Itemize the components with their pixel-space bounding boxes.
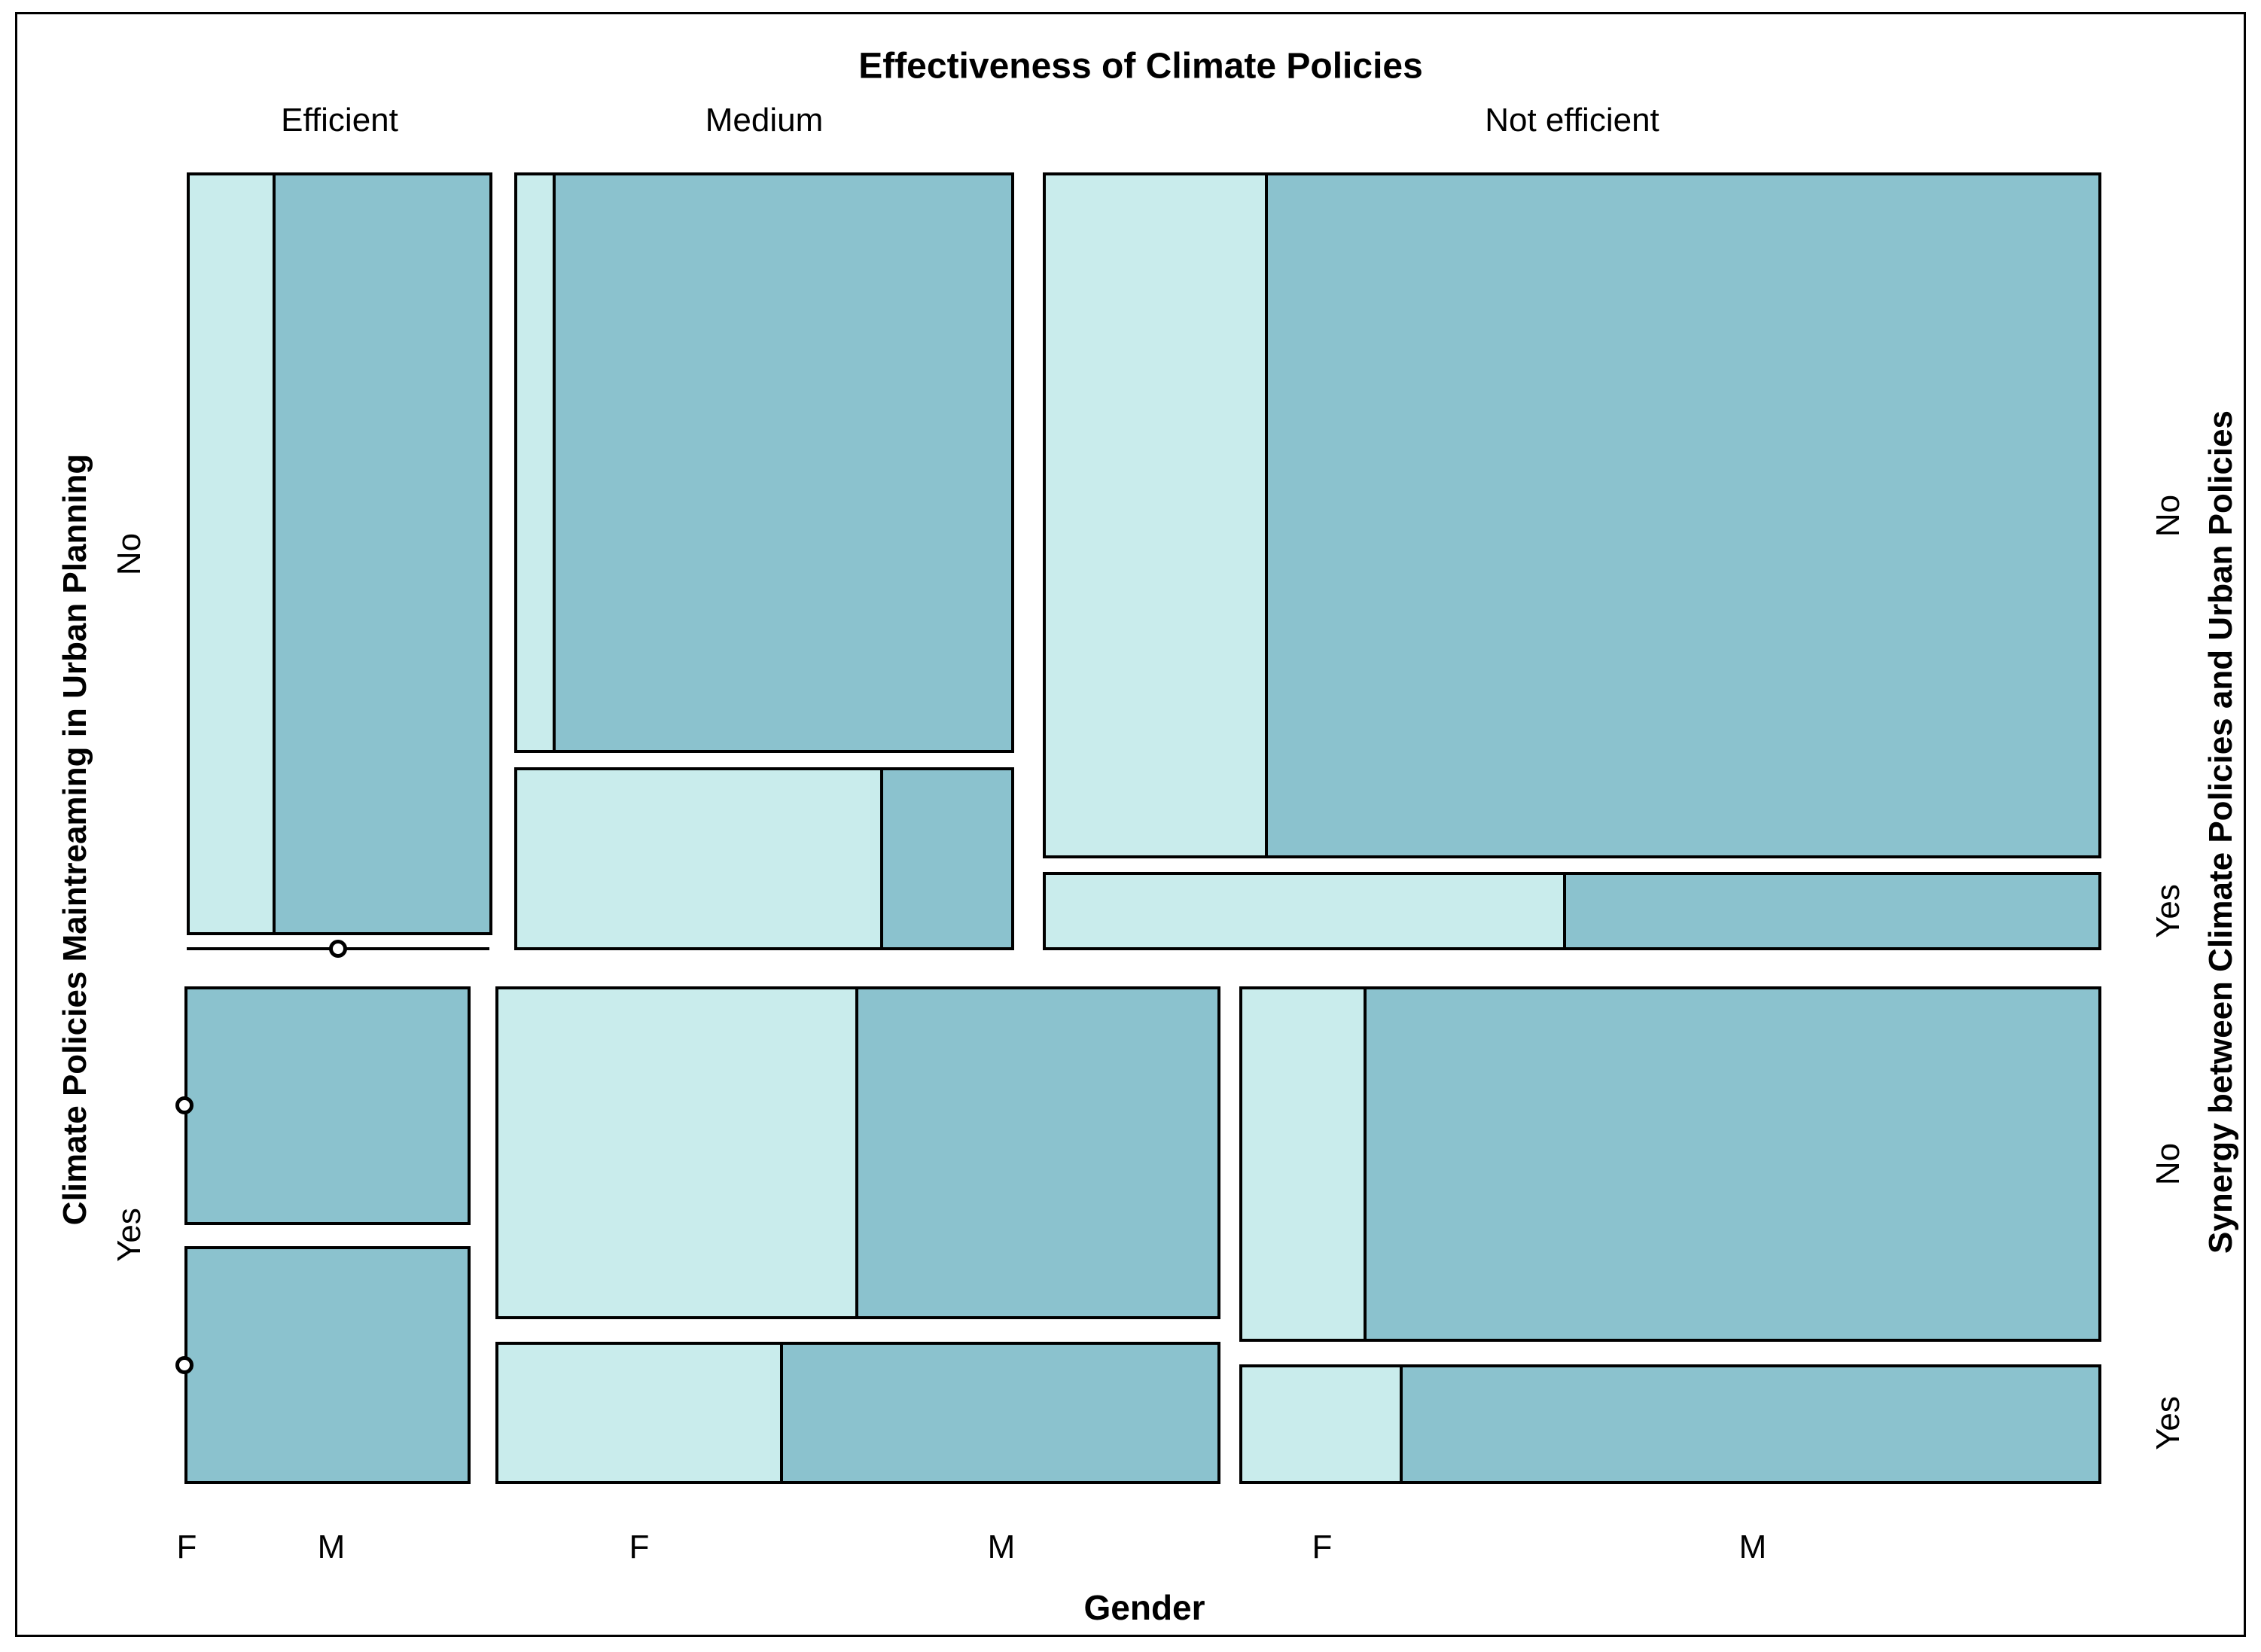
- column-header-medium: Medium: [705, 102, 824, 139]
- cell-medium-upyes-synno-m: [855, 986, 1220, 1319]
- gender-tick-m: M: [1738, 1529, 1767, 1565]
- zero-cell-circle: [175, 1356, 193, 1374]
- cell-medium-upno-synno-f: [514, 172, 556, 753]
- cell-not-efficient-upyes-synyes-f: [1239, 1364, 1403, 1484]
- cell-efficient-upyes-synyes-m: [184, 1246, 471, 1484]
- cell-not-efficient-upyes-synno-f: [1239, 986, 1367, 1342]
- cell-medium-upno-synyes-f: [514, 767, 883, 950]
- gender-tick-m: M: [317, 1529, 346, 1565]
- gender-tick-f: F: [176, 1529, 197, 1565]
- cell-not-efficient-upno-synno-m: [1265, 172, 2101, 858]
- right-axis-title: Synergy between Climate Policies and Urb…: [2202, 410, 2239, 1254]
- cell-medium-upno-synno-m: [553, 172, 1014, 753]
- cell-medium-upyes-synno-f: [495, 986, 858, 1319]
- left-tick-no: No: [111, 532, 148, 576]
- cell-efficient-upno-synno-m: [273, 172, 492, 935]
- zero-cell-circle: [329, 940, 347, 958]
- gender-tick-f: F: [1312, 1529, 1333, 1565]
- cell-not-efficient-upyes-synno-m: [1364, 986, 2101, 1342]
- right-tick-no: No: [2150, 494, 2186, 538]
- cell-efficient-upyes-synno-m: [184, 986, 471, 1225]
- cell-medium-upyes-synyes-m: [780, 1342, 1220, 1484]
- cell-not-efficient-upno-synyes-f: [1043, 872, 1566, 950]
- cell-not-efficient-upyes-synyes-m: [1400, 1364, 2101, 1484]
- cell-medium-upno-synyes-m: [880, 767, 1014, 950]
- gender-tick-m: M: [987, 1529, 1016, 1565]
- column-header-not-efficient: Not efficient: [1485, 102, 1659, 139]
- cell-not-efficient-upno-synyes-m: [1563, 872, 2101, 950]
- right-tick-yes: Yes: [2150, 1396, 2186, 1450]
- left-axis-title: Climate Policies Maintreaming in Urban P…: [56, 453, 93, 1226]
- cell-medium-upyes-synyes-f: [495, 1342, 783, 1484]
- left-tick-yes: Yes: [111, 1208, 148, 1262]
- cell-efficient-upno-synno-f: [187, 172, 276, 935]
- right-tick-no: No: [2150, 1142, 2186, 1186]
- plot-border: [15, 12, 2246, 1637]
- bottom-axis-title: Gender: [1083, 1588, 1205, 1627]
- cell-not-efficient-upno-synno-f: [1043, 172, 1268, 858]
- column-header-efficient: Efficient: [281, 102, 398, 139]
- gender-tick-f: F: [629, 1529, 650, 1565]
- chart-title: Effectiveness of Climate Policies: [858, 46, 1423, 87]
- zero-cell-circle: [175, 1096, 193, 1114]
- right-tick-yes: Yes: [2150, 884, 2186, 938]
